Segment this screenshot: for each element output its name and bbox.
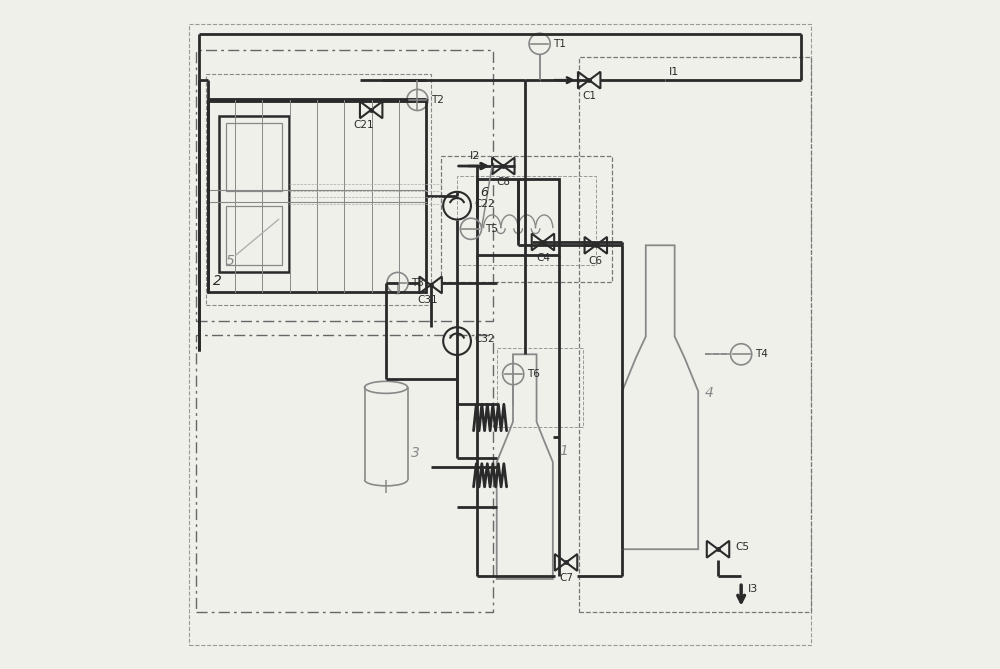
Bar: [497, 348, 583, 427]
Bar: [579, 57, 811, 612]
Text: C8: C8: [496, 177, 510, 187]
Text: 3: 3: [411, 446, 420, 460]
Bar: [457, 176, 596, 265]
Text: C31: C31: [417, 296, 438, 306]
Bar: [477, 179, 559, 255]
Text: I1: I1: [668, 67, 679, 77]
Text: T1: T1: [554, 39, 566, 49]
Text: C1: C1: [582, 90, 596, 100]
Bar: [219, 116, 289, 272]
Text: C21: C21: [353, 120, 374, 130]
Text: 4: 4: [705, 386, 714, 400]
Text: T4: T4: [755, 349, 768, 359]
Bar: [196, 334, 493, 612]
Bar: [196, 50, 493, 321]
Text: C4: C4: [536, 252, 550, 262]
Bar: [441, 156, 612, 282]
Text: I3: I3: [748, 584, 758, 594]
Bar: [226, 123, 282, 191]
Text: C22: C22: [474, 199, 495, 209]
Bar: [226, 206, 282, 265]
Text: C32: C32: [474, 334, 495, 344]
Text: 1: 1: [559, 444, 568, 458]
Bar: [206, 74, 431, 305]
Text: T2: T2: [431, 95, 444, 105]
Text: 2: 2: [213, 274, 221, 288]
Text: T5: T5: [485, 224, 498, 233]
Text: I2: I2: [470, 151, 481, 161]
Text: 5: 5: [226, 254, 235, 268]
Text: T3: T3: [411, 278, 424, 288]
Text: T6: T6: [527, 369, 540, 379]
Text: C5: C5: [735, 543, 749, 552]
Text: C7: C7: [559, 573, 573, 583]
Text: C6: C6: [589, 256, 603, 266]
Text: 6: 6: [480, 186, 488, 199]
